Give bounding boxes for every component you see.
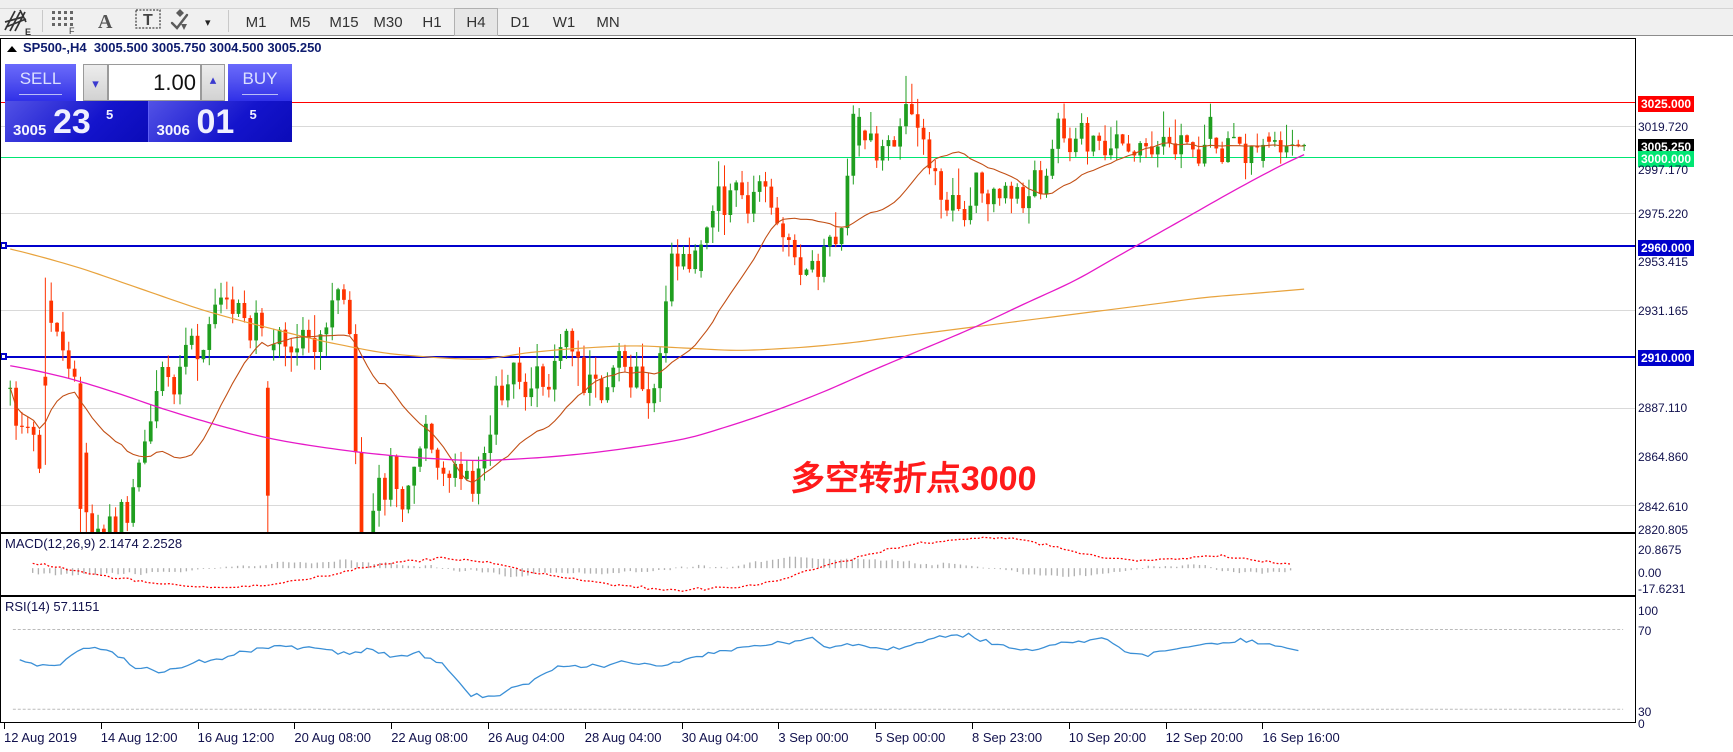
svg-text:F: F	[69, 26, 75, 36]
svg-text:E: E	[25, 27, 31, 36]
svg-text:T: T	[143, 12, 153, 29]
